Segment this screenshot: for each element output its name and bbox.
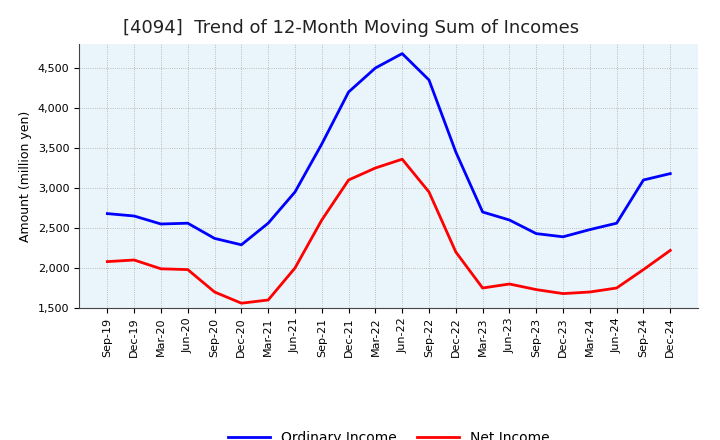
Net Income — [237, 301, 246, 306]
Ordinary Income — [425, 77, 433, 83]
Ordinary Income — [157, 221, 166, 227]
Ordinary Income — [585, 227, 594, 232]
Net Income — [291, 265, 300, 271]
Ordinary Income — [103, 211, 112, 216]
Ordinary Income — [371, 66, 379, 71]
Net Income — [264, 297, 272, 303]
Net Income — [532, 287, 541, 292]
Ordinary Income — [291, 189, 300, 194]
Net Income — [666, 248, 675, 253]
Net Income — [371, 165, 379, 171]
Ordinary Income — [130, 213, 138, 219]
Ordinary Income — [264, 220, 272, 226]
Net Income — [639, 267, 648, 272]
Net Income — [451, 249, 460, 255]
Net Income — [157, 266, 166, 271]
Ordinary Income — [344, 89, 353, 95]
Net Income — [344, 177, 353, 183]
Legend: Ordinary Income, Net Income: Ordinary Income, Net Income — [222, 426, 555, 440]
Net Income — [184, 267, 192, 272]
Net Income — [318, 217, 326, 223]
Net Income — [210, 290, 219, 295]
Line: Ordinary Income: Ordinary Income — [107, 54, 670, 245]
Net Income — [398, 157, 407, 162]
Net Income — [585, 290, 594, 295]
Net Income — [130, 257, 138, 263]
Ordinary Income — [451, 149, 460, 154]
Ordinary Income — [505, 217, 514, 223]
Ordinary Income — [639, 177, 648, 183]
Ordinary Income — [532, 231, 541, 236]
Ordinary Income — [559, 234, 567, 239]
Net Income — [425, 189, 433, 194]
Ordinary Income — [612, 220, 621, 226]
Net Income — [559, 291, 567, 296]
Net Income — [478, 286, 487, 291]
Ordinary Income — [398, 51, 407, 56]
Net Income — [505, 281, 514, 286]
Ordinary Income — [478, 209, 487, 215]
Text: [4094]  Trend of 12-Month Moving Sum of Incomes: [4094] Trend of 12-Month Moving Sum of I… — [122, 19, 579, 37]
Ordinary Income — [210, 236, 219, 241]
Ordinary Income — [237, 242, 246, 247]
Y-axis label: Amount (million yen): Amount (million yen) — [19, 110, 32, 242]
Ordinary Income — [184, 220, 192, 226]
Ordinary Income — [666, 171, 675, 176]
Net Income — [103, 259, 112, 264]
Line: Net Income: Net Income — [107, 159, 670, 303]
Ordinary Income — [318, 141, 326, 147]
Net Income — [612, 286, 621, 291]
